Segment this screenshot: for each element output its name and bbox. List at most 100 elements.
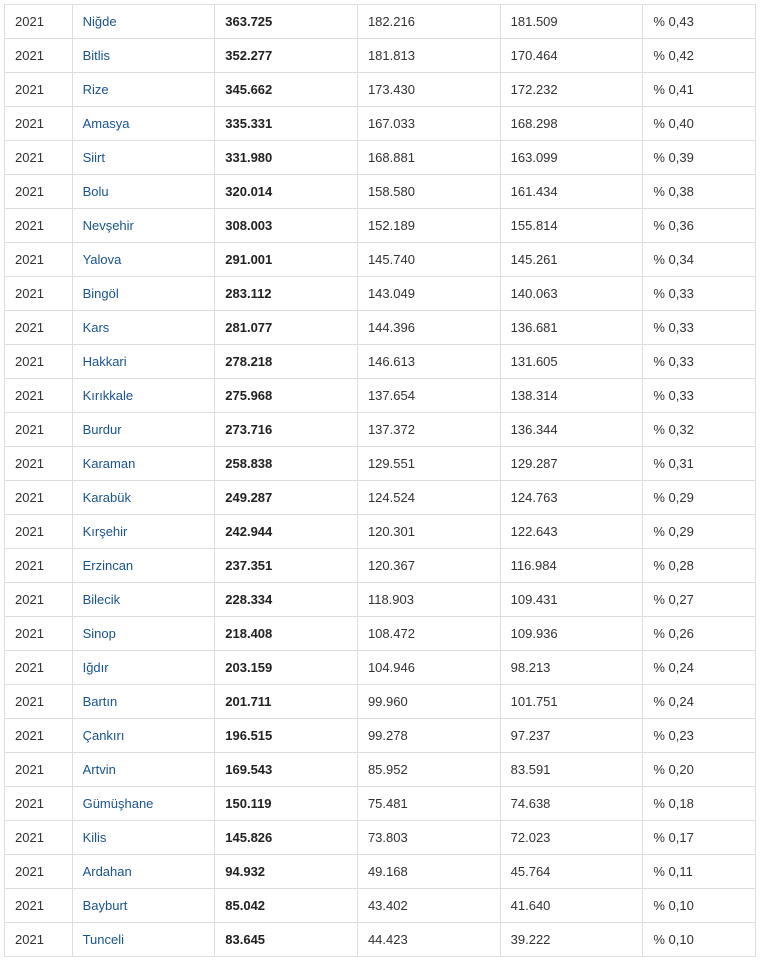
cell-total: 363.725 bbox=[215, 5, 358, 39]
province-link[interactable]: Iğdır bbox=[83, 660, 109, 675]
cell-val1: 120.367 bbox=[357, 549, 500, 583]
province-link[interactable]: Niğde bbox=[83, 14, 117, 29]
province-link[interactable]: Amasya bbox=[83, 116, 130, 131]
cell-province: Kırıkkale bbox=[72, 379, 215, 413]
province-link[interactable]: Siirt bbox=[83, 150, 105, 165]
cell-val1: 144.396 bbox=[357, 311, 500, 345]
province-link[interactable]: Erzincan bbox=[83, 558, 134, 573]
cell-pct: % 0,33 bbox=[643, 277, 756, 311]
cell-val2: 140.063 bbox=[500, 277, 643, 311]
province-link[interactable]: Nevşehir bbox=[83, 218, 134, 233]
cell-year: 2021 bbox=[5, 719, 73, 753]
table-row: 2021Siirt331.980168.881163.099% 0,39 bbox=[5, 141, 756, 175]
province-link[interactable]: Burdur bbox=[83, 422, 122, 437]
cell-year: 2021 bbox=[5, 5, 73, 39]
table-row: 2021Karaman258.838129.551129.287% 0,31 bbox=[5, 447, 756, 481]
cell-province: Kilis bbox=[72, 821, 215, 855]
cell-pct: % 0,40 bbox=[643, 107, 756, 141]
cell-total: 218.408 bbox=[215, 617, 358, 651]
province-link[interactable]: Karaman bbox=[83, 456, 136, 471]
cell-province: Çankırı bbox=[72, 719, 215, 753]
table-row: 2021Kırşehir242.944120.301122.643% 0,29 bbox=[5, 515, 756, 549]
cell-year: 2021 bbox=[5, 855, 73, 889]
province-link[interactable]: Bingöl bbox=[83, 286, 119, 301]
cell-total: 196.515 bbox=[215, 719, 358, 753]
cell-val1: 108.472 bbox=[357, 617, 500, 651]
table-row: 2021Bilecik228.334118.903109.431% 0,27 bbox=[5, 583, 756, 617]
cell-total: 150.119 bbox=[215, 787, 358, 821]
cell-val2: 136.681 bbox=[500, 311, 643, 345]
cell-province: Siirt bbox=[72, 141, 215, 175]
cell-province: Bingöl bbox=[72, 277, 215, 311]
province-link[interactable]: Hakkari bbox=[83, 354, 127, 369]
cell-province: Karabük bbox=[72, 481, 215, 515]
table-body: 2021Niğde363.725182.216181.509% 0,432021… bbox=[5, 5, 756, 957]
province-link[interactable]: Çankırı bbox=[83, 728, 125, 743]
province-link[interactable]: Artvin bbox=[83, 762, 116, 777]
population-table: 2021Niğde363.725182.216181.509% 0,432021… bbox=[4, 4, 756, 957]
cell-year: 2021 bbox=[5, 685, 73, 719]
province-link[interactable]: Bolu bbox=[83, 184, 109, 199]
province-link[interactable]: Kilis bbox=[83, 830, 107, 845]
province-link[interactable]: Ardahan bbox=[83, 864, 132, 879]
cell-val1: 73.803 bbox=[357, 821, 500, 855]
cell-val2: 170.464 bbox=[500, 39, 643, 73]
cell-year: 2021 bbox=[5, 345, 73, 379]
table-row: 2021Nevşehir308.003152.189155.814% 0,36 bbox=[5, 209, 756, 243]
province-link[interactable]: Yalova bbox=[83, 252, 122, 267]
table-row: 2021Bartın201.71199.960101.751% 0,24 bbox=[5, 685, 756, 719]
province-link[interactable]: Sinop bbox=[83, 626, 116, 641]
cell-total: 320.014 bbox=[215, 175, 358, 209]
table-row: 2021Çankırı196.51599.27897.237% 0,23 bbox=[5, 719, 756, 753]
cell-val1: 137.654 bbox=[357, 379, 500, 413]
cell-total: 94.932 bbox=[215, 855, 358, 889]
table-row: 2021Sinop218.408108.472109.936% 0,26 bbox=[5, 617, 756, 651]
province-link[interactable]: Bilecik bbox=[83, 592, 121, 607]
province-link[interactable]: Kars bbox=[83, 320, 110, 335]
cell-val1: 99.960 bbox=[357, 685, 500, 719]
cell-total: 228.334 bbox=[215, 583, 358, 617]
cell-val2: 122.643 bbox=[500, 515, 643, 549]
cell-val1: 99.278 bbox=[357, 719, 500, 753]
cell-pct: % 0,18 bbox=[643, 787, 756, 821]
province-link[interactable]: Bartın bbox=[83, 694, 118, 709]
cell-province: Iğdır bbox=[72, 651, 215, 685]
cell-val2: 97.237 bbox=[500, 719, 643, 753]
cell-val2: 129.287 bbox=[500, 447, 643, 481]
province-link[interactable]: Tunceli bbox=[83, 932, 124, 947]
province-link[interactable]: Kırıkkale bbox=[83, 388, 134, 403]
cell-pct: % 0,38 bbox=[643, 175, 756, 209]
province-link[interactable]: Bitlis bbox=[83, 48, 110, 63]
cell-val1: 49.168 bbox=[357, 855, 500, 889]
cell-total: 281.077 bbox=[215, 311, 358, 345]
cell-val1: 124.524 bbox=[357, 481, 500, 515]
cell-val1: 43.402 bbox=[357, 889, 500, 923]
cell-province: Niğde bbox=[72, 5, 215, 39]
province-link[interactable]: Bayburt bbox=[83, 898, 128, 913]
province-link[interactable]: Karabük bbox=[83, 490, 131, 505]
cell-val2: 136.344 bbox=[500, 413, 643, 447]
cell-val1: 146.613 bbox=[357, 345, 500, 379]
cell-val1: 181.813 bbox=[357, 39, 500, 73]
province-link[interactable]: Gümüşhane bbox=[83, 796, 154, 811]
cell-pct: % 0,20 bbox=[643, 753, 756, 787]
cell-total: 275.968 bbox=[215, 379, 358, 413]
cell-total: 345.662 bbox=[215, 73, 358, 107]
cell-val1: 44.423 bbox=[357, 923, 500, 957]
province-link[interactable]: Rize bbox=[83, 82, 109, 97]
cell-total: 145.826 bbox=[215, 821, 358, 855]
cell-pct: % 0,29 bbox=[643, 515, 756, 549]
cell-province: Bolu bbox=[72, 175, 215, 209]
cell-total: 278.218 bbox=[215, 345, 358, 379]
cell-year: 2021 bbox=[5, 889, 73, 923]
cell-total: 85.042 bbox=[215, 889, 358, 923]
table-row: 2021Bolu320.014158.580161.434% 0,38 bbox=[5, 175, 756, 209]
table-row: 2021Bayburt85.04243.40241.640% 0,10 bbox=[5, 889, 756, 923]
cell-province: Bayburt bbox=[72, 889, 215, 923]
cell-val2: 72.023 bbox=[500, 821, 643, 855]
cell-pct: % 0,17 bbox=[643, 821, 756, 855]
table-row: 2021Erzincan237.351120.367116.984% 0,28 bbox=[5, 549, 756, 583]
cell-province: Erzincan bbox=[72, 549, 215, 583]
province-link[interactable]: Kırşehir bbox=[83, 524, 128, 539]
cell-province: Nevşehir bbox=[72, 209, 215, 243]
